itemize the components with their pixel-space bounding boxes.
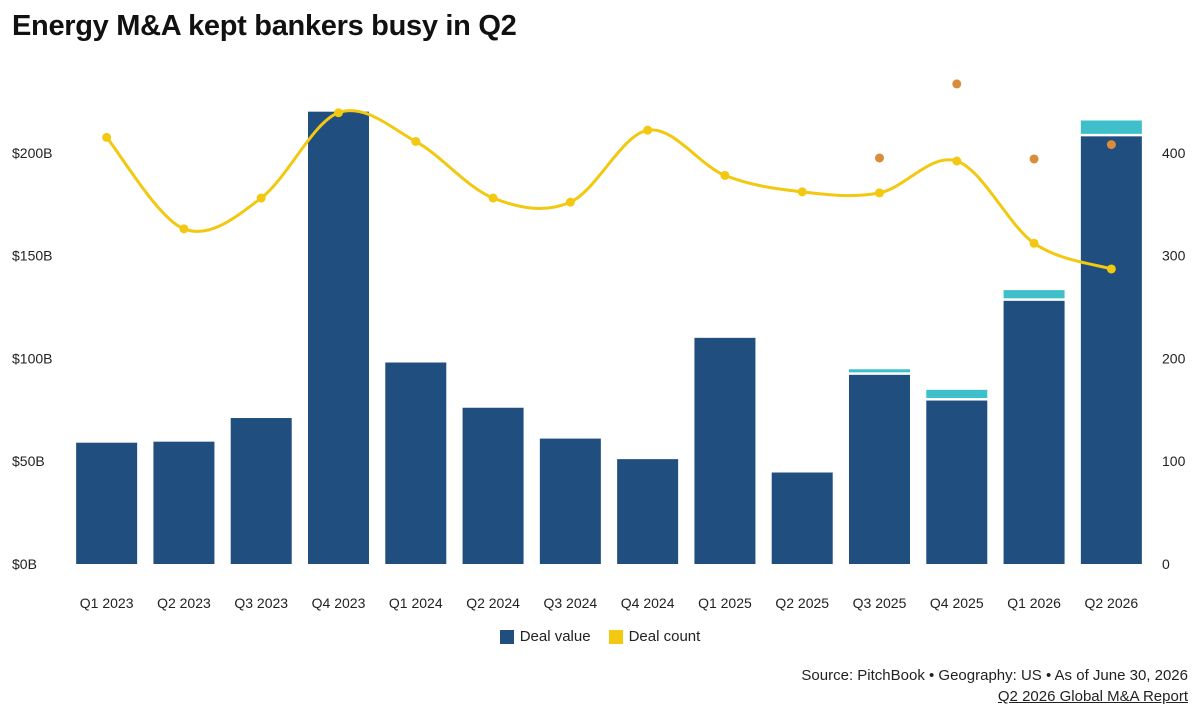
bar-top-segment [1003,290,1065,299]
x-tick-label: Q2 2023 [157,595,211,611]
deal-count-line [105,109,1112,271]
bar-top-segment [1080,120,1142,134]
x-tick-label: Q4 2024 [621,595,675,611]
bars-group [76,111,1142,565]
deal-count-point [565,197,575,207]
bar-deal-value [539,438,601,564]
x-tick-label: Q2 2025 [775,595,829,611]
bar-deal-value [617,459,679,564]
x-tick-label: Q2 2026 [1084,595,1138,611]
x-tick-label: Q3 2024 [543,595,597,611]
deal-count-dot [1106,140,1116,150]
left-tick-label: $100B [12,350,52,366]
deal-count-point [411,136,421,146]
x-tick-label: Q1 2026 [1007,595,1061,611]
legend-item-deal-count: Deal count [608,628,701,645]
legend-item-deal-value: Deal value [499,628,591,645]
left-tick-label: $50B [12,453,45,469]
bar-deal-value [153,441,215,564]
bar-deal-value [926,400,988,564]
deal-count-point [720,170,730,180]
deal-count-dot [952,79,962,89]
x-tick-label: Q4 2025 [930,595,984,611]
x-tick-label: Q3 2023 [234,595,288,611]
bar-deal-value [694,337,756,564]
bar-deal-value [771,472,833,564]
right-tick-label: 100 [1162,453,1186,469]
deal-count-point [952,156,962,166]
deal-count-point [875,188,884,198]
bar-deal-value [1003,300,1065,564]
bar-top-segment [849,369,910,373]
deal-count-point [797,187,807,197]
deal-count-dot [875,153,884,163]
left-tick-label: $150B [12,248,52,264]
right-axis: 0 100 200 300 400 [1162,145,1186,572]
legend-swatch-deal-value [499,629,514,644]
x-tick-label: Q2 2024 [466,595,520,611]
x-tick-label: Q1 2023 [80,595,134,611]
x-axis: Q1 2023 Q2 2023 Q3 2023 Q4 2023 Q1 2024 Q2 20… [80,595,1139,611]
bar-deal-value [462,407,524,564]
x-tick-label: Q4 2023 [312,595,366,611]
x-tick-label: Q1 2025 [698,595,752,611]
bar-deal-value [385,362,447,564]
legend-label-deal-value: Deal value [519,628,591,645]
line-group [102,108,1116,274]
deal-count-dot [1029,154,1039,164]
source-note: Source: PitchBook • Geography: US • As o… [801,667,1188,684]
chart-title: Energy M&A kept bankers busy in Q2 [12,10,517,42]
deal-count-point [179,224,189,234]
right-tick-label: 0 [1162,556,1170,572]
right-tick-label: 400 [1162,145,1186,161]
deal-count-point [1106,264,1116,274]
deal-count-point [256,193,266,203]
deal-count-point [1029,238,1039,248]
deal-count-point [488,193,498,203]
left-tick-label: $200B [12,145,52,161]
x-tick-label: Q1 2024 [389,595,443,611]
legend: Deal value Deal count [0,628,1200,645]
legend-label-deal-count: Deal count [628,628,701,645]
x-tick-label: Q3 2025 [853,595,907,611]
deal-count-point [334,108,343,118]
bar-deal-value [308,111,369,565]
bar-deal-value [1080,136,1142,565]
left-tick-label: $0B [12,556,37,572]
bar-deal-value [849,374,910,564]
deal-count-point [643,125,653,135]
bar-deal-value [230,418,292,564]
legend-swatch-deal-count [608,629,623,644]
report-link[interactable]: Q2 2026 Global M&A Report [997,688,1188,705]
left-axis: $0B $50B $100B $150B $200B [12,145,52,572]
bar-deal-value [76,442,138,564]
right-tick-label: 200 [1162,350,1186,366]
bar-top-segment [926,389,988,399]
deal-count-point [102,132,112,142]
chart-svg: $0B $50B $100B $150B $200B 0 100 200 300 400 Q1 … [12,79,1186,611]
dots-group [875,79,1116,164]
right-tick-label: 300 [1162,248,1186,264]
